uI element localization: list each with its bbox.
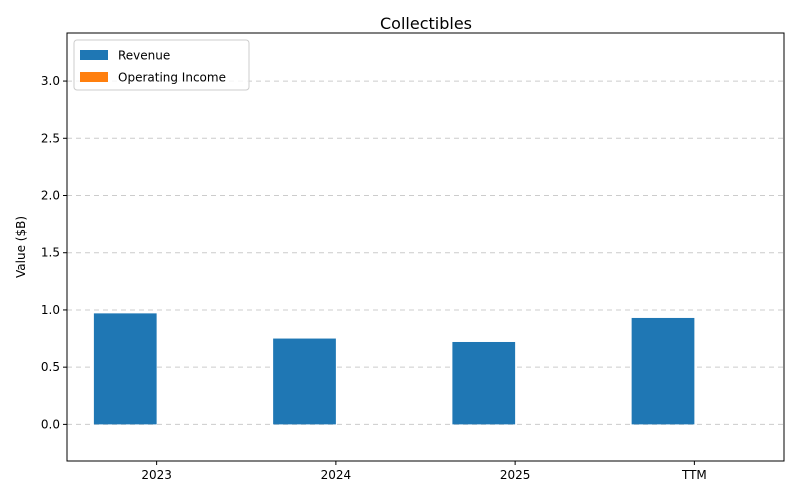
y-tick-label: 2.0 xyxy=(41,189,60,203)
chart-title: Collectibles xyxy=(380,14,472,33)
bar-revenue-2023 xyxy=(93,313,157,425)
y-axis-label: Value ($B) xyxy=(14,216,28,278)
x-tick-label: 2023 xyxy=(141,468,172,482)
legend-swatch xyxy=(80,50,108,60)
y-tick-label: 3.0 xyxy=(41,74,60,88)
bars xyxy=(93,313,695,425)
legend: Revenue Operating Income xyxy=(73,39,250,91)
y-axis-ticks: 0.0 0.5 1.0 1.5 2.0 2.5 3.0 xyxy=(41,74,67,431)
x-tick-label: TTM xyxy=(681,468,707,482)
y-tick-label: 0.5 xyxy=(41,360,60,374)
legend-box xyxy=(73,39,250,91)
plot-frame xyxy=(66,32,785,462)
y-tick-label: 1.5 xyxy=(41,246,60,260)
legend-label: Operating Income xyxy=(118,71,226,85)
y-tick-label: 1.0 xyxy=(41,303,60,317)
x-tick-label: 2025 xyxy=(500,468,531,482)
legend-swatch xyxy=(80,72,108,82)
x-tick-label: 2024 xyxy=(321,468,352,482)
y-tick-label: 0.0 xyxy=(41,417,60,431)
bar-revenue-2025 xyxy=(452,341,516,425)
x-axis-ticks: 2023 2024 2025 TTM xyxy=(141,461,707,482)
legend-label: Revenue xyxy=(118,49,170,63)
y-tick-label: 2.5 xyxy=(41,131,60,145)
bar-revenue-2024 xyxy=(273,338,336,425)
bar-revenue-ttm xyxy=(631,317,695,425)
